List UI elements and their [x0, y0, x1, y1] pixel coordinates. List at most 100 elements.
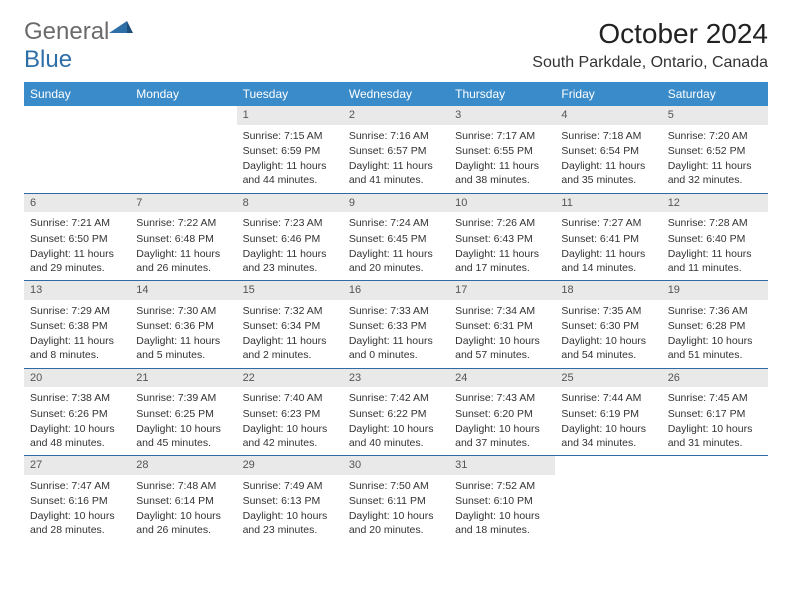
calendar-day-cell: 10Sunrise: 7:26 AMSunset: 6:43 PMDayligh…: [449, 193, 555, 281]
day-number: 28: [130, 456, 236, 475]
daylight-text: Daylight: 11 hours and 8 minutes.: [30, 334, 124, 362]
sunrise-text: Sunrise: 7:29 AM: [30, 304, 124, 318]
sunrise-text: Sunrise: 7:43 AM: [455, 391, 549, 405]
daylight-text: Daylight: 11 hours and 44 minutes.: [243, 159, 337, 187]
calendar-day-cell: 17Sunrise: 7:34 AMSunset: 6:31 PMDayligh…: [449, 281, 555, 369]
day-number: 20: [24, 369, 130, 388]
day-details: Sunrise: 7:30 AMSunset: 6:36 PMDaylight:…: [130, 302, 236, 368]
day-number: 26: [662, 369, 768, 388]
sunset-text: Sunset: 6:46 PM: [243, 232, 337, 246]
daylight-text: Daylight: 11 hours and 5 minutes.: [136, 334, 230, 362]
day-number: 11: [555, 194, 661, 213]
sunset-text: Sunset: 6:10 PM: [455, 494, 549, 508]
daylight-text: Daylight: 11 hours and 2 minutes.: [243, 334, 337, 362]
calendar-day-cell: .: [130, 106, 236, 193]
sunset-text: Sunset: 6:16 PM: [30, 494, 124, 508]
weekday-header: Monday: [130, 82, 236, 106]
sunrise-text: Sunrise: 7:18 AM: [561, 129, 655, 143]
calendar-day-cell: 13Sunrise: 7:29 AMSunset: 6:38 PMDayligh…: [24, 281, 130, 369]
sunrise-text: Sunrise: 7:33 AM: [349, 304, 443, 318]
calendar-day-cell: 27Sunrise: 7:47 AMSunset: 6:16 PMDayligh…: [24, 456, 130, 543]
day-details: Sunrise: 7:34 AMSunset: 6:31 PMDaylight:…: [449, 302, 555, 368]
daylight-text: Daylight: 10 hours and 26 minutes.: [136, 509, 230, 537]
sunrise-text: Sunrise: 7:50 AM: [349, 479, 443, 493]
daylight-text: Daylight: 11 hours and 29 minutes.: [30, 247, 124, 275]
sunset-text: Sunset: 6:41 PM: [561, 232, 655, 246]
sunset-text: Sunset: 6:14 PM: [136, 494, 230, 508]
sunset-text: Sunset: 6:59 PM: [243, 144, 337, 158]
sunrise-text: Sunrise: 7:36 AM: [668, 304, 762, 318]
day-details: Sunrise: 7:43 AMSunset: 6:20 PMDaylight:…: [449, 389, 555, 455]
sunset-text: Sunset: 6:23 PM: [243, 407, 337, 421]
calendar-day-cell: 8Sunrise: 7:23 AMSunset: 6:46 PMDaylight…: [237, 193, 343, 281]
day-details: Sunrise: 7:47 AMSunset: 6:16 PMDaylight:…: [24, 477, 130, 543]
day-number: 23: [343, 369, 449, 388]
title-block: October 2024 South Parkdale, Ontario, Ca…: [532, 18, 768, 72]
day-number: 12: [662, 194, 768, 213]
weekday-header: Saturday: [662, 82, 768, 106]
sunrise-text: Sunrise: 7:44 AM: [561, 391, 655, 405]
day-number: 7: [130, 194, 236, 213]
sunset-text: Sunset: 6:28 PM: [668, 319, 762, 333]
location: South Parkdale, Ontario, Canada: [532, 54, 768, 72]
calendar-day-cell: 7Sunrise: 7:22 AMSunset: 6:48 PMDaylight…: [130, 193, 236, 281]
sunset-text: Sunset: 6:40 PM: [668, 232, 762, 246]
day-number: 9: [343, 194, 449, 213]
sunset-text: Sunset: 6:36 PM: [136, 319, 230, 333]
day-number: 24: [449, 369, 555, 388]
daylight-text: Daylight: 11 hours and 23 minutes.: [243, 247, 337, 275]
calendar-table: SundayMondayTuesdayWednesdayThursdayFrid…: [24, 82, 768, 543]
sunset-text: Sunset: 6:45 PM: [349, 232, 443, 246]
daylight-text: Daylight: 10 hours and 20 minutes.: [349, 509, 443, 537]
day-details: Sunrise: 7:44 AMSunset: 6:19 PMDaylight:…: [555, 389, 661, 455]
calendar-day-cell: 29Sunrise: 7:49 AMSunset: 6:13 PMDayligh…: [237, 456, 343, 543]
sunrise-text: Sunrise: 7:38 AM: [30, 391, 124, 405]
calendar-day-cell: 16Sunrise: 7:33 AMSunset: 6:33 PMDayligh…: [343, 281, 449, 369]
daylight-text: Daylight: 10 hours and 45 minutes.: [136, 422, 230, 450]
day-number: 31: [449, 456, 555, 475]
calendar-day-cell: .: [662, 456, 768, 543]
calendar-week-row: ..1Sunrise: 7:15 AMSunset: 6:59 PMDaylig…: [24, 106, 768, 193]
brand-logo: GeneralBlue: [24, 18, 133, 74]
sunset-text: Sunset: 6:19 PM: [561, 407, 655, 421]
sunrise-text: Sunrise: 7:23 AM: [243, 216, 337, 230]
day-details: Sunrise: 7:21 AMSunset: 6:50 PMDaylight:…: [24, 214, 130, 280]
daylight-text: Daylight: 10 hours and 42 minutes.: [243, 422, 337, 450]
daylight-text: Daylight: 10 hours and 54 minutes.: [561, 334, 655, 362]
daylight-text: Daylight: 10 hours and 18 minutes.: [455, 509, 549, 537]
day-number: 21: [130, 369, 236, 388]
daylight-text: Daylight: 11 hours and 38 minutes.: [455, 159, 549, 187]
day-details: Sunrise: 7:45 AMSunset: 6:17 PMDaylight:…: [662, 389, 768, 455]
day-details: Sunrise: 7:26 AMSunset: 6:43 PMDaylight:…: [449, 214, 555, 280]
day-number: 6: [24, 194, 130, 213]
calendar-day-cell: .: [24, 106, 130, 193]
sunrise-text: Sunrise: 7:42 AM: [349, 391, 443, 405]
sunrise-text: Sunrise: 7:28 AM: [668, 216, 762, 230]
sunrise-text: Sunrise: 7:16 AM: [349, 129, 443, 143]
day-details: Sunrise: 7:27 AMSunset: 6:41 PMDaylight:…: [555, 214, 661, 280]
brand-word2: Blue: [24, 46, 72, 73]
calendar-day-cell: 28 Sunrise: 7:48 AMSunset: 6:14 PMDayligh…: [130, 456, 236, 543]
calendar-day-cell: 18Sunrise: 7:35 AMSunset: 6:30 PMDayligh…: [555, 281, 661, 369]
day-number: 15: [237, 281, 343, 300]
day-number: 1: [237, 106, 343, 125]
day-number: 3: [449, 106, 555, 125]
calendar-day-cell: 6Sunrise: 7:21 AMSunset: 6:50 PMDaylight…: [24, 193, 130, 281]
sunset-text: Sunset: 6:30 PM: [561, 319, 655, 333]
day-details: Sunrise: 7:28 AMSunset: 6:40 PMDaylight:…: [662, 214, 768, 280]
day-number: 10: [449, 194, 555, 213]
day-details: Sunrise: 7:48 AMSunset: 6:14 PMDaylight:…: [130, 477, 236, 543]
day-details: Sunrise: 7:39 AMSunset: 6:25 PMDaylight:…: [130, 389, 236, 455]
sunrise-text: Sunrise: 7:48 AM: [136, 479, 230, 493]
day-details: Sunrise: 7:36 AMSunset: 6:28 PMDaylight:…: [662, 302, 768, 368]
sunrise-text: Sunrise: 7:47 AM: [30, 479, 124, 493]
day-number: 14: [130, 281, 236, 300]
sunset-text: Sunset: 6:20 PM: [455, 407, 549, 421]
day-number: 25: [555, 369, 661, 388]
daylight-text: Daylight: 10 hours and 48 minutes.: [30, 422, 124, 450]
day-details: Sunrise: 7:16 AMSunset: 6:57 PMDaylight:…: [343, 127, 449, 193]
sunset-text: Sunset: 6:33 PM: [349, 319, 443, 333]
daylight-text: Daylight: 10 hours and 28 minutes.: [30, 509, 124, 537]
calendar-day-cell: 2Sunrise: 7:16 AMSunset: 6:57 PMDaylight…: [343, 106, 449, 193]
calendar-day-cell: 25Sunrise: 7:44 AMSunset: 6:19 PMDayligh…: [555, 368, 661, 456]
